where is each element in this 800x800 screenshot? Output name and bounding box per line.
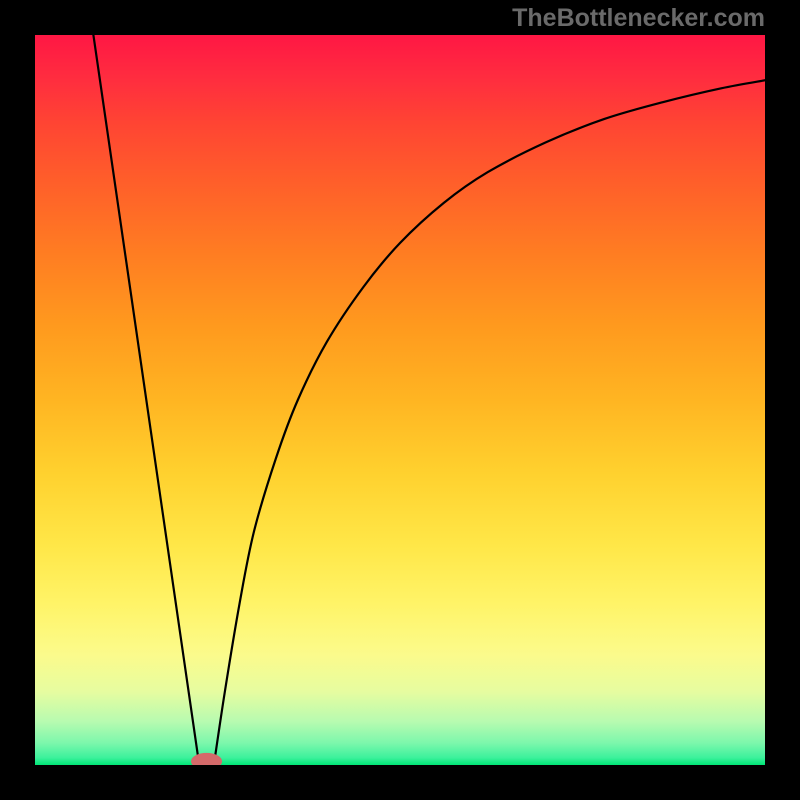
chart-container: TheBottlenecker.com [0,0,800,800]
watermark-text: TheBottlenecker.com [512,4,765,33]
chart-background [35,35,765,765]
optimum-marker [192,753,222,765]
bottleneck-chart [35,35,765,765]
